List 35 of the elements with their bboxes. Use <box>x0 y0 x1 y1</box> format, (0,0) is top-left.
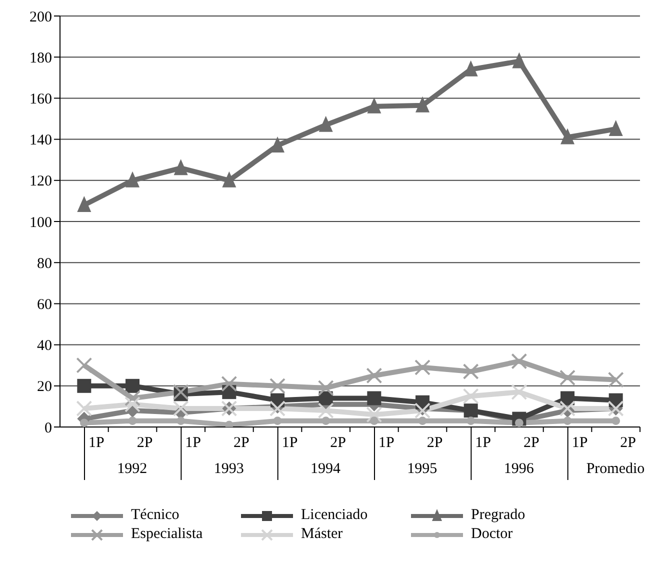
y-tick-label: 200 <box>30 9 52 26</box>
y-tick-label: 40 <box>37 338 52 354</box>
text: 1994 <box>310 461 341 477</box>
y-tick-label: 140 <box>30 132 52 149</box>
y-tick-label: 100 <box>30 214 52 231</box>
legend-label: Técnico <box>131 507 180 524</box>
y-tick-label: 60 <box>37 297 52 314</box>
x-tick-label: 2P <box>426 435 443 451</box>
y-tick-label: 80 <box>37 256 52 272</box>
legend-label: Pregrado <box>471 507 526 524</box>
x-tick-label: 2P <box>330 435 346 451</box>
legend-label: Doctor <box>471 526 513 543</box>
legend-label: Licenciado <box>301 507 368 524</box>
text: Promedio <box>586 461 645 477</box>
x-tick-label: 2P <box>620 435 636 451</box>
x-tick-label: 2P <box>136 435 153 451</box>
x-tick-label: 1P <box>572 435 588 451</box>
x-tick-label: 1P <box>185 435 202 451</box>
x-tick-label: 1P <box>88 435 104 451</box>
text: 1993 <box>214 461 244 477</box>
legend-label: Máster <box>301 526 343 543</box>
x-tick-label: 2P <box>523 435 540 451</box>
y-tick-label: 20 <box>37 379 52 396</box>
x-tick-label: 1P <box>378 435 394 451</box>
y-tick-label: 180 <box>30 50 52 66</box>
text: 1995 <box>407 461 438 477</box>
x-tick-label: 1P <box>475 435 492 451</box>
y-tick-label: 120 <box>30 174 52 190</box>
text: 1992 <box>117 461 148 477</box>
text: 1996 <box>504 461 534 477</box>
legend-label: Especialista <box>131 526 203 543</box>
x-tick-label: 1P <box>282 435 298 451</box>
y-tick-label: 0 <box>44 420 52 436</box>
x-tick-label: 2P <box>233 435 250 451</box>
y-tick-label: 160 <box>30 92 52 108</box>
